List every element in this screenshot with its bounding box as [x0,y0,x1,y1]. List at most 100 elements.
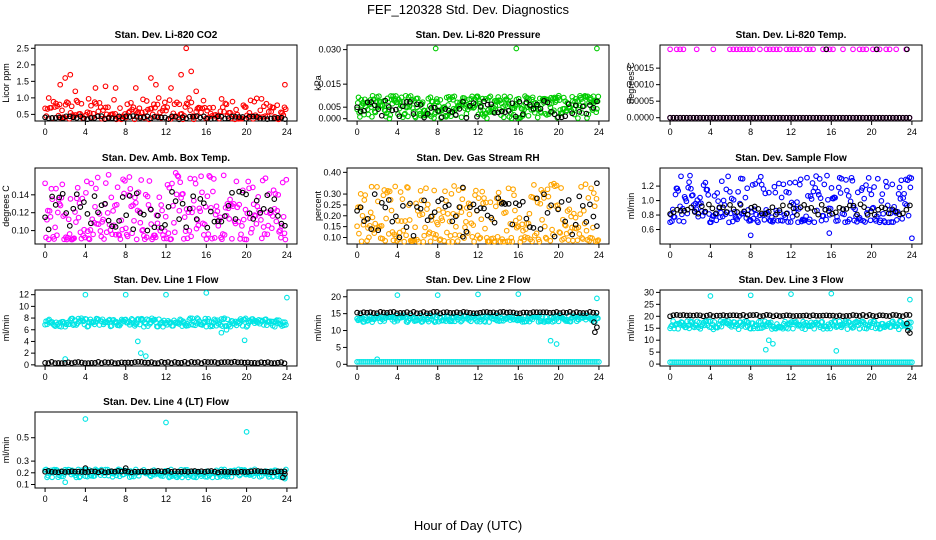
data-point [225,359,231,365]
data-point [836,204,843,211]
data-point [206,105,213,111]
data-point [578,183,584,190]
data-point [241,316,248,323]
data-point [268,360,275,366]
x-tick-label: 16 [513,372,523,382]
data-point [108,359,115,365]
data-point [253,95,260,102]
data-point [261,468,268,475]
x-tick-label: 8 [123,372,128,382]
data-point [407,200,413,207]
x-tick-label: 12 [161,494,171,504]
data-point [836,359,843,366]
data-point [866,359,873,366]
data-point [231,358,238,365]
data-point [109,231,116,238]
data-point [543,309,550,316]
data-point [487,199,494,206]
data-point [223,101,230,108]
data-point [795,219,801,226]
data-point [92,468,98,475]
data-point [88,468,95,475]
data-point [787,202,793,209]
data-point [449,218,456,225]
data-point [65,216,72,223]
data-point [565,237,572,243]
data-point [894,359,901,366]
data-point [92,85,99,91]
data-point [491,219,498,226]
data-point [537,226,544,232]
data-point [68,360,75,366]
data-point [513,310,520,317]
data-point [551,359,558,365]
y-tick-label: 10 [331,326,341,336]
data-point [525,220,532,227]
data-point [417,205,424,212]
data-point [685,184,692,191]
data-point [893,312,900,318]
data-point [253,197,260,204]
data-point [201,358,208,365]
data-point [54,232,60,239]
data-point [890,312,896,318]
data-point [129,317,136,323]
data-point [782,359,788,366]
data-point [670,209,677,216]
data-point [719,359,726,366]
data-point [475,195,482,201]
data-point [445,102,451,108]
data-point [271,115,278,122]
data-point [387,309,394,316]
data-point [549,226,555,233]
data-point [396,113,403,120]
data-point [201,469,208,475]
data-point [594,180,600,187]
data-point [233,106,239,113]
x-tick-label: 24 [282,494,292,504]
data-point [812,359,819,366]
data-point [877,217,884,224]
data-point [75,468,82,475]
data-point [710,114,717,121]
data-point [477,104,484,110]
data-point [868,208,874,214]
data-point [553,97,560,104]
data-point [260,115,267,122]
data-point [364,309,370,316]
y-tick-label: 0.15 [323,222,341,232]
y-tick-label: 0 [24,360,29,370]
data-point [511,192,517,199]
data-point [680,114,687,121]
data-point [82,291,89,298]
data-point [553,359,560,365]
data-point [879,191,886,197]
data-point [155,114,161,121]
data-point [521,359,528,365]
data-point [102,83,109,90]
data-point [152,234,159,241]
data-point [862,359,869,366]
data-point [841,211,848,218]
data-point [274,102,281,109]
data-point [702,208,709,215]
y-tick-label: 0.8 [641,210,654,220]
data-point [366,222,373,229]
data-point [507,309,513,316]
data-point [673,46,680,53]
data-point [820,213,827,219]
data-point [547,237,554,244]
data-point [870,114,876,121]
data-point [859,318,866,325]
data-point [281,468,288,475]
data-point [515,359,522,365]
data-point [578,96,585,102]
data-point [377,309,384,315]
data-point [747,325,754,332]
data-point [170,202,176,209]
x-tick-label: 24 [282,372,292,382]
data-point [901,190,907,197]
data-point [505,108,512,114]
data-point [479,95,486,102]
